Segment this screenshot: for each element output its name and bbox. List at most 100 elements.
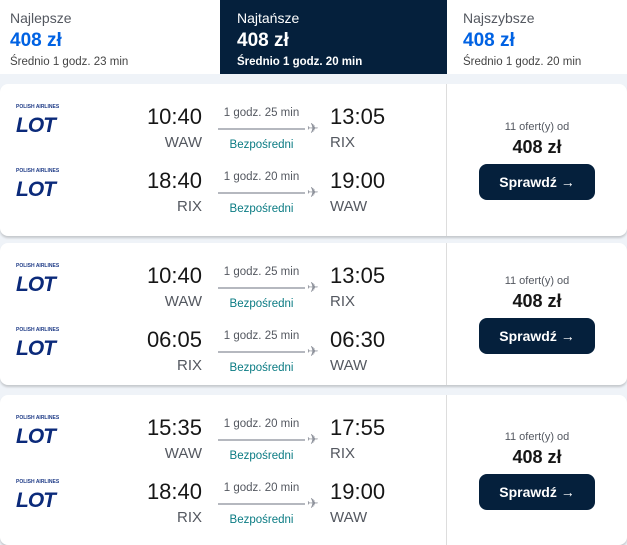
arrival-time: 13:05 [330,104,386,129]
airline-logo-wordmark: LOT [16,425,56,448]
tab-fastest[interactable]: Najszybsze 408 zł Średnio 1 godz. 20 min [447,0,627,74]
flight-leg: POLISH AIRLINES LOT 18:40 RIX 1 godz. 20… [0,164,446,228]
airline-logo: POLISH AIRLINES LOT [16,415,72,450]
tab-average: Średnio 1 godz. 20 min [237,56,363,68]
result-card[interactable]: POLISH AIRLINES LOT 10:40 WAW 1 godz. 25… [0,243,627,385]
arrival-airport: WAW [330,198,368,215]
arrival-airport: WAW [330,357,368,374]
arrival-time: 17:55 [330,415,386,440]
departure: 10:40 WAW [147,104,202,151]
arrival: 19:00 WAW [330,479,385,526]
flight-info: 1 godz. 20 min ✈ Bezpośredni [218,170,319,216]
itinerary: POLISH AIRLINES LOT 10:40 WAW 1 godz. 25… [0,84,447,236]
offers-count: 11 ofert(y) od [504,121,570,133]
tab-price: 408 zł [10,30,62,51]
price-panel: 11 ofert(y) od 408 zł Sprawdź → [447,84,627,236]
departure-airport: RIX [176,509,202,526]
arrival: 19:00 WAW [330,168,385,215]
flight-leg: POLISH AIRLINES LOT 15:35 WAW 1 godz. 20… [0,411,446,475]
stops: Bezpośredni [229,203,294,215]
stops: Bezpośredni [229,362,294,374]
sort-tabs: Najlepsze 408 zł Średnio 1 godz. 23 min … [0,0,627,74]
departure-airport: RIX [176,357,202,374]
price: 408 zł [512,447,562,467]
arrival-time: 13:05 [330,263,386,288]
departure-airport: RIX [176,198,202,215]
airline-logo: POLISH AIRLINES LOT [16,327,72,362]
result-card[interactable]: POLISH AIRLINES LOT 10:40 WAW 1 godz. 25… [0,84,627,236]
flight-info: 1 godz. 20 min ✈ Bezpośredni [218,481,319,527]
price-panel: 11 ofert(y) od 408 zł Sprawdź → [447,243,627,385]
departure-airport: WAW [164,134,202,151]
departure-airport: WAW [164,293,202,310]
tab-best[interactable]: Najlepsze 408 zł Średnio 1 godz. 23 min [0,0,220,74]
itinerary: POLISH AIRLINES LOT 10:40 WAW 1 godz. 25… [0,243,447,385]
duration: 1 godz. 20 min [223,482,300,494]
airline-logo-subtitle: POLISH AIRLINES [16,479,60,485]
airline-logo-wordmark: LOT [16,178,56,201]
departure-time: 18:40 [146,168,202,193]
check-button[interactable]: Sprawdź → [479,318,595,354]
itinerary: POLISH AIRLINES LOT 15:35 WAW 1 godz. 20… [0,395,447,545]
flight-info: 1 godz. 25 min ✈ Bezpośredni [218,106,319,152]
route-line [218,351,305,353]
departure-time: 10:40 [146,104,202,129]
departure-time: 10:40 [146,263,202,288]
arrival-airport: RIX [330,293,356,310]
departure: 18:40 RIX [147,479,202,526]
departure: 18:40 RIX [147,168,202,215]
offers-count: 11 ofert(y) od [504,275,570,287]
arrival-time: 19:00 [330,479,386,504]
plane-icon: ✈ [307,279,319,295]
price: 408 zł [512,291,562,311]
flight-leg: POLISH AIRLINES LOT 10:40 WAW 1 godz. 25… [0,259,446,323]
plane-icon: ✈ [307,184,319,200]
airline-logo-subtitle: POLISH AIRLINES [16,415,60,421]
flight-info: 1 godz. 25 min ✈ Bezpośredni [218,265,319,311]
airline-logo-subtitle: POLISH AIRLINES [16,168,60,174]
duration: 1 godz. 20 min [223,418,300,430]
stops: Bezpośredni [229,514,294,526]
departure-time: 06:05 [146,327,202,352]
tab-cheapest[interactable]: Najtańsze 408 zł Średnio 1 godz. 20 min [220,0,447,74]
duration: 1 godz. 25 min [223,266,300,278]
tab-average: Średnio 1 godz. 23 min [10,56,129,68]
flight-leg: POLISH AIRLINES LOT 10:40 WAW 1 godz. 25… [0,100,446,164]
duration: 1 godz. 25 min [223,330,300,342]
departure: 06:05 RIX [147,327,202,374]
route-line [218,192,305,194]
flight-leg: POLISH AIRLINES LOT 18:40 RIX 1 godz. 20… [0,475,446,539]
departure: 15:35 WAW [147,415,202,462]
departure: 10:40 WAW [147,263,202,310]
airline-logo-subtitle: POLISH AIRLINES [16,263,60,269]
stops: Bezpośredni [229,450,294,462]
stops: Bezpośredni [229,139,294,151]
tab-label: Najtańsze [237,10,300,26]
plane-icon: ✈ [307,343,319,359]
flight-info: 1 godz. 25 min ✈ Bezpośredni [218,329,319,375]
duration: 1 godz. 20 min [223,171,300,183]
stops: Bezpośredni [229,298,294,310]
check-button[interactable]: Sprawdź → [479,474,595,510]
route-line [218,287,305,289]
tab-label: Najlepsze [10,10,72,26]
arrival: 13:05 RIX [330,263,385,310]
plane-icon: ✈ [307,120,319,136]
arrival-airport: RIX [330,445,356,462]
airline-logo-wordmark: LOT [16,489,56,512]
airline-logo: POLISH AIRLINES LOT [16,104,72,139]
offers-count: 11 ofert(y) od [504,431,570,443]
check-button[interactable]: Sprawdź → [479,164,595,200]
flight-leg: POLISH AIRLINES LOT 06:05 RIX 1 godz. 25… [0,323,446,387]
departure-airport: WAW [164,445,202,462]
tab-price: 408 zł [237,30,289,51]
arrival-airport: WAW [330,509,368,526]
arrival-time: 19:00 [330,168,386,193]
route-line [218,503,305,505]
plane-icon: ✈ [307,431,319,447]
result-card[interactable]: POLISH AIRLINES LOT 15:35 WAW 1 godz. 20… [0,395,627,545]
price-panel: 11 ofert(y) od 408 zł Sprawdź → [447,395,627,545]
airline-logo-wordmark: LOT [16,337,56,360]
departure-time: 18:40 [146,479,202,504]
tab-average: Średnio 1 godz. 20 min [463,56,582,68]
